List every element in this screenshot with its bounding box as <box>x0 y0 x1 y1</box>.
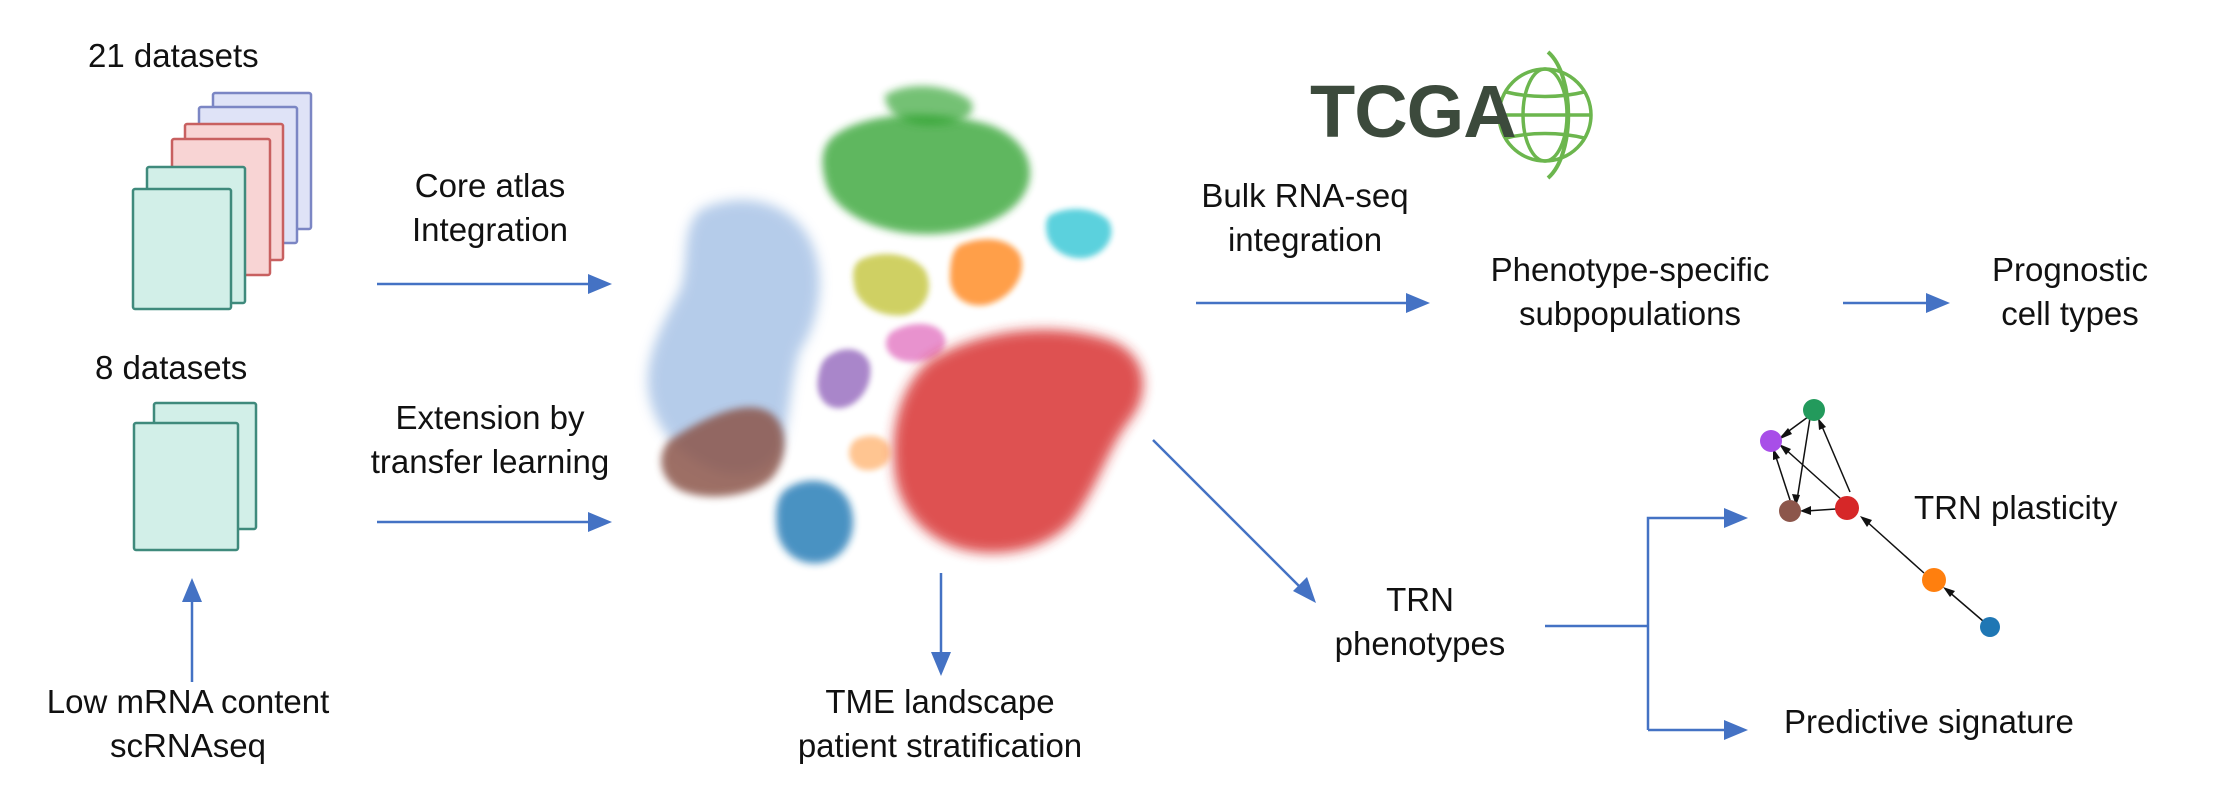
tcga-logo-text: TCGA <box>1310 70 1517 153</box>
label-8-datasets: 8 datasets <box>95 349 248 386</box>
edge-red-purple <box>1783 447 1843 501</box>
node-red <box>1835 496 1859 520</box>
edge-green-brown <box>1796 417 1811 501</box>
node-brown <box>1779 500 1801 522</box>
label-21-datasets: 21 datasets <box>88 37 259 74</box>
label-trn-phenotypes: TRN phenotypes <box>1305 578 1535 666</box>
arrow-branch-up-head <box>1724 508 1748 528</box>
cluster-brown <box>661 407 785 497</box>
label-prognostic-line2: cell types <box>2001 295 2139 332</box>
cluster-olive <box>853 254 929 316</box>
node-purple <box>1760 430 1782 452</box>
cluster-lightblue <box>647 200 820 474</box>
edge-red-brown-head <box>1800 506 1811 515</box>
edge-orange-red <box>1864 519 1925 574</box>
trn-network <box>1760 399 2000 637</box>
label-phenotype-line1: Phenotype-specific <box>1490 251 1770 288</box>
label-extension: Extension by transfer learning <box>350 396 630 484</box>
doc-sheet-teal <box>131 187 233 311</box>
label-prognostic: Prognostic cell types <box>1960 248 2180 336</box>
cluster-cyan <box>1046 208 1112 259</box>
label-phenotype-line2: subpopulations <box>1518 295 1741 332</box>
arrow-prognostic-head <box>1926 293 1950 313</box>
edge-green-purple-head <box>1778 428 1792 440</box>
edge-orange-red-head <box>1860 516 1872 527</box>
label-phenotype-specific: Phenotype-specific subpopulations <box>1460 248 1800 336</box>
node-orange <box>1922 568 1946 592</box>
label-tme: TME landscape patient stratification <box>770 680 1110 768</box>
label-prognostic-line1: Prognostic <box>1992 251 2148 288</box>
cluster-purple <box>817 349 871 409</box>
label-predictive-signature: Predictive signature <box>1784 703 2074 740</box>
arrow-branch-up <box>1646 516 1725 730</box>
label-low-mrna: Low mRNA content scRNAseq <box>18 680 358 768</box>
label-extension-line1: Extension by <box>395 399 585 436</box>
arrow-bulk-head <box>1406 293 1430 313</box>
cluster-green <box>822 114 1030 235</box>
node-blue <box>1980 617 2000 637</box>
arrow-branch-down-head <box>1724 720 1748 740</box>
label-core-atlas-line2: Integration <box>412 211 568 248</box>
edge-blue-orange-head <box>1943 587 1955 597</box>
edge-brown-purple <box>1774 453 1791 501</box>
cluster-green-top <box>885 85 973 125</box>
cluster-steelblue <box>776 480 854 564</box>
arrow-trn <box>1152 439 1301 588</box>
node-green <box>1803 399 1825 421</box>
cluster-lightorange <box>849 435 891 471</box>
edge-green-brown-head <box>1792 494 1800 506</box>
edge-red-purple-head <box>1779 444 1791 455</box>
label-bulk-line1: Bulk RNA-seq <box>1201 177 1409 214</box>
label-trn-line1: TRN <box>1386 581 1454 618</box>
label-bulk-line2: integration <box>1227 221 1383 258</box>
doc-sheet-teal <box>132 421 240 552</box>
arrow-low-mrna-head <box>182 578 202 602</box>
label-trn-plasticity: TRN plasticity <box>1914 489 2118 526</box>
arrow-extension-head <box>588 512 612 532</box>
tcga-globe-icon <box>1497 50 1593 180</box>
label-bulk-rnaseq: Bulk RNA-seq integration <box>1180 174 1430 262</box>
document-stack-8 <box>132 401 258 552</box>
cluster-red <box>893 329 1144 554</box>
document-stack-21 <box>131 91 313 311</box>
label-low-mrna-line1: Low mRNA content <box>46 683 330 720</box>
arrow-core-atlas-head <box>588 274 612 294</box>
edge-blue-orange <box>1947 590 1984 622</box>
label-low-mrna-line2: scRNAseq <box>110 727 266 764</box>
label-core-atlas-line1: Core atlas <box>414 167 566 204</box>
cluster-pink <box>885 323 946 362</box>
arrows <box>182 274 1950 740</box>
arrow-trn-head <box>1293 577 1316 603</box>
cluster-orange <box>950 239 1022 306</box>
arrow-tme-head <box>931 652 951 676</box>
label-tme-line2: patient stratification <box>797 727 1083 764</box>
label-trn-line2: phenotypes <box>1334 625 1506 662</box>
edge-red-green <box>1820 423 1851 493</box>
umap-embedding <box>647 85 1144 564</box>
label-extension-line2: transfer learning <box>370 443 610 480</box>
label-core-atlas: Core atlas Integration <box>400 164 580 252</box>
label-tme-line1: TME landscape <box>825 683 1055 720</box>
edge-red-green-head <box>1818 418 1826 430</box>
